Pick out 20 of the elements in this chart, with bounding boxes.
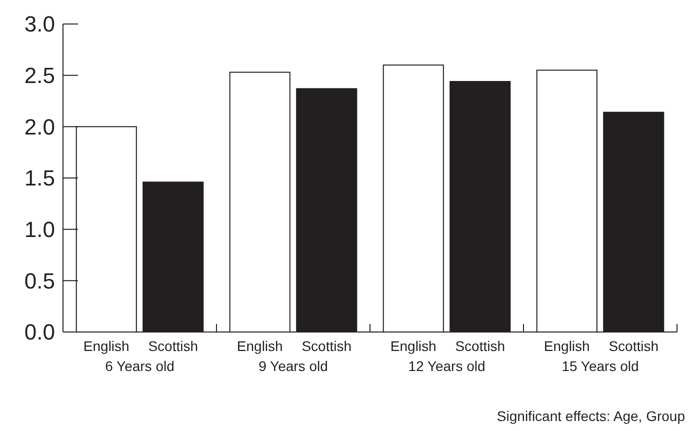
series-label: Scottish (148, 338, 198, 354)
series-label: English (83, 338, 130, 354)
text: Scottish (608, 338, 659, 354)
y-tick-label: 1.5 (24, 166, 55, 191)
y-tick-label: 1.0 (24, 217, 55, 242)
y-tick-label: 0.0 (24, 320, 55, 345)
text: Significant effects: Age, Group (496, 408, 686, 424)
x-tick-label: 15 Years old (562, 358, 639, 374)
y-tick-label: 2.0 (24, 114, 55, 140)
x-tick-label: 9 Years old (258, 358, 328, 374)
text: Scottish (302, 338, 352, 354)
text: English (236, 338, 283, 354)
text: Scottish (455, 338, 506, 354)
x-tick-label: 6 Years old (105, 358, 174, 374)
y-tick-label: 0.5 (24, 268, 55, 294)
y-tick-label: 3.0 (24, 12, 55, 37)
text: English (544, 338, 590, 354)
x-tick-label: 12 Years old (408, 358, 486, 374)
y-tick-label: 2.5 (24, 63, 55, 88)
text: English (390, 338, 436, 354)
